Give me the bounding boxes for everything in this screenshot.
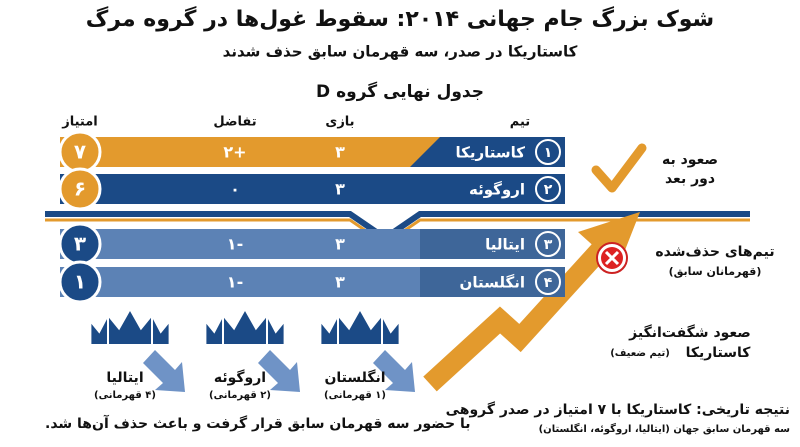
check-icon <box>591 143 647 193</box>
rank: ۲ <box>544 182 553 198</box>
goal-diff: ۰ <box>230 180 240 199</box>
goal-diff: +۲ <box>223 143 246 162</box>
surge-note: (تیم ضعیف) <box>610 348 670 359</box>
crown-team: ایتالیا <box>106 370 143 386</box>
team-name: اروگوئه <box>469 181 525 199</box>
subtitle: کاستاریکا در صدر، سه قهرمان سابق حذف شدن… <box>223 43 578 61</box>
advance-label: دور بعد <box>665 171 715 187</box>
surge-team: کاستاریکا <box>686 345 752 361</box>
points: ۱ <box>74 270 86 294</box>
points-circle <box>58 260 102 304</box>
down-arrow <box>143 350 185 392</box>
column-header: امتیاز <box>61 115 97 130</box>
crown-team: اروگوئه <box>214 369 266 386</box>
advance-label: صعود به <box>662 152 718 168</box>
rank: ۳ <box>544 237 553 253</box>
dynamic: امتیاز تفاضل بازی تیم ۷ +۲ ۳ کاستاریکا ۱ ۶ ۰ ۳ اروگو… <box>58 115 565 401</box>
goal-diff: -۱ <box>227 273 243 292</box>
crown-note: (۲ قهرمانی) <box>209 390 271 401</box>
crown-team: انگلستان <box>324 369 385 386</box>
table-title: جدول نهایی گروه D <box>316 81 484 102</box>
eliminated-label: تیم‌های حذف‌شده <box>655 244 774 260</box>
column-header: تیم <box>510 115 530 130</box>
goal-diff: -۱ <box>227 235 243 254</box>
points: ۶ <box>74 177 86 201</box>
row-team-band <box>420 229 565 259</box>
rank: ۴ <box>544 275 553 291</box>
footer-note: سه قهرمان سابق جهان (ایتالیا، اروگوئه، ا… <box>539 422 791 435</box>
down-arrow <box>258 350 300 392</box>
rank-circle <box>535 231 561 257</box>
played: ۳ <box>335 235 345 254</box>
crown-icon <box>107 306 153 346</box>
team-name: ایتالیا <box>485 236 525 254</box>
played: ۳ <box>335 180 345 199</box>
points: ۳ <box>74 232 86 256</box>
crown-icon <box>337 306 383 346</box>
crown-icon <box>222 306 268 346</box>
title: شوک بزرگ جام جهانی ۲۰۱۴: سقوط غول‌ها در … <box>86 5 714 32</box>
x-icon <box>604 250 620 266</box>
column-header: بازی <box>325 115 354 130</box>
surge-label: صعود شگفت‌انگیز <box>628 324 751 341</box>
rank: ۱ <box>544 145 553 161</box>
rank-circle <box>535 139 561 165</box>
points-circle <box>58 167 102 211</box>
row-team-band <box>410 137 565 167</box>
rank-circle <box>535 269 561 295</box>
crown-note: (۴ قهرمانی) <box>94 390 156 401</box>
points: ۷ <box>74 140 86 164</box>
footer-line: با حضور سه قهرمان سابق قرار گرفت و باعث … <box>45 414 471 432</box>
team-name: کاستاریکا <box>456 144 526 162</box>
footer-line: نتیجه تاریخی: کاستاریکا با ۷ امتیاز در ص… <box>446 401 790 418</box>
played: ۳ <box>335 273 345 292</box>
arrow-head <box>578 212 640 268</box>
row-team-band <box>420 174 565 204</box>
eliminated-note: (قهرمانان سابق) <box>669 265 762 278</box>
team-name: انگلستان <box>460 274 525 292</box>
column-header: تفاضل <box>213 115 256 130</box>
played: ۳ <box>335 143 345 162</box>
row-team-band <box>420 267 565 297</box>
crown-note: (۱ قهرمانی) <box>324 390 386 401</box>
rank-circle <box>535 176 561 202</box>
down-arrow <box>373 350 415 392</box>
